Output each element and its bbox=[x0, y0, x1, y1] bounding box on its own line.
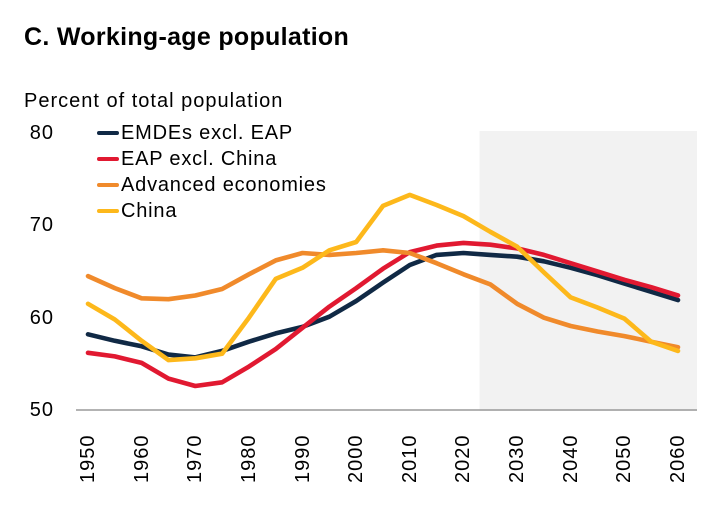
x-tick-label-2000: 2000 bbox=[345, 434, 368, 484]
legend-label-eap-excl-china: EAP excl. China bbox=[121, 147, 278, 170]
series-line-china bbox=[85, 192, 681, 363]
chart-title: C. Working-age population bbox=[24, 22, 350, 51]
legend-label-advanced-economies: Advanced economies bbox=[121, 173, 327, 196]
legend-item-emdes-excl-eap: EMDEs excl. EAP bbox=[97, 120, 327, 146]
series-line-advanced-economies bbox=[85, 248, 681, 350]
x-tick-label-2020: 2020 bbox=[452, 434, 475, 484]
legend-item-eap-excl-china: EAP excl. China bbox=[97, 146, 327, 172]
y-tick-label-80: 80 bbox=[29, 122, 54, 144]
legend-swatch-emdes-excl-eap bbox=[97, 130, 119, 136]
legend-label-china: China bbox=[121, 199, 178, 222]
legend-item-china: China bbox=[97, 198, 327, 224]
x-tick-label-1960: 1960 bbox=[130, 434, 153, 484]
x-tick-label-2060: 2060 bbox=[666, 434, 689, 484]
series-line-eap-excl-china bbox=[85, 240, 681, 389]
y-tick-label-70: 70 bbox=[29, 214, 54, 237]
legend-label-emdes-excl-eap: EMDEs excl. EAP bbox=[121, 121, 294, 144]
y-tick-label-60: 60 bbox=[29, 306, 54, 329]
x-tick-label-2040: 2040 bbox=[559, 434, 582, 484]
legend-item-advanced-economies: Advanced economies bbox=[97, 172, 327, 198]
x-tick-label-1980: 1980 bbox=[237, 434, 260, 484]
chart-subtitle: Percent of total population bbox=[24, 90, 284, 112]
legend-swatch-china bbox=[97, 208, 119, 214]
x-tick-label-2010: 2010 bbox=[398, 434, 421, 484]
chart-legend: EMDEs excl. EAP EAP excl. China Advanced e… bbox=[97, 120, 327, 224]
x-tick-label-2030: 2030 bbox=[506, 434, 529, 484]
x-tick-label-1950: 1950 bbox=[77, 434, 99, 484]
legend-swatch-eap-excl-china bbox=[97, 156, 119, 162]
x-tick-label-1990: 1990 bbox=[291, 434, 314, 484]
series-line-emdes-excl-eap bbox=[85, 250, 681, 360]
x-tick-label-1970: 1970 bbox=[184, 434, 207, 484]
y-tick-label-50: 50 bbox=[29, 399, 54, 421]
legend-swatch-advanced-economies bbox=[97, 182, 119, 188]
x-tick-label-2050: 2050 bbox=[613, 434, 636, 484]
